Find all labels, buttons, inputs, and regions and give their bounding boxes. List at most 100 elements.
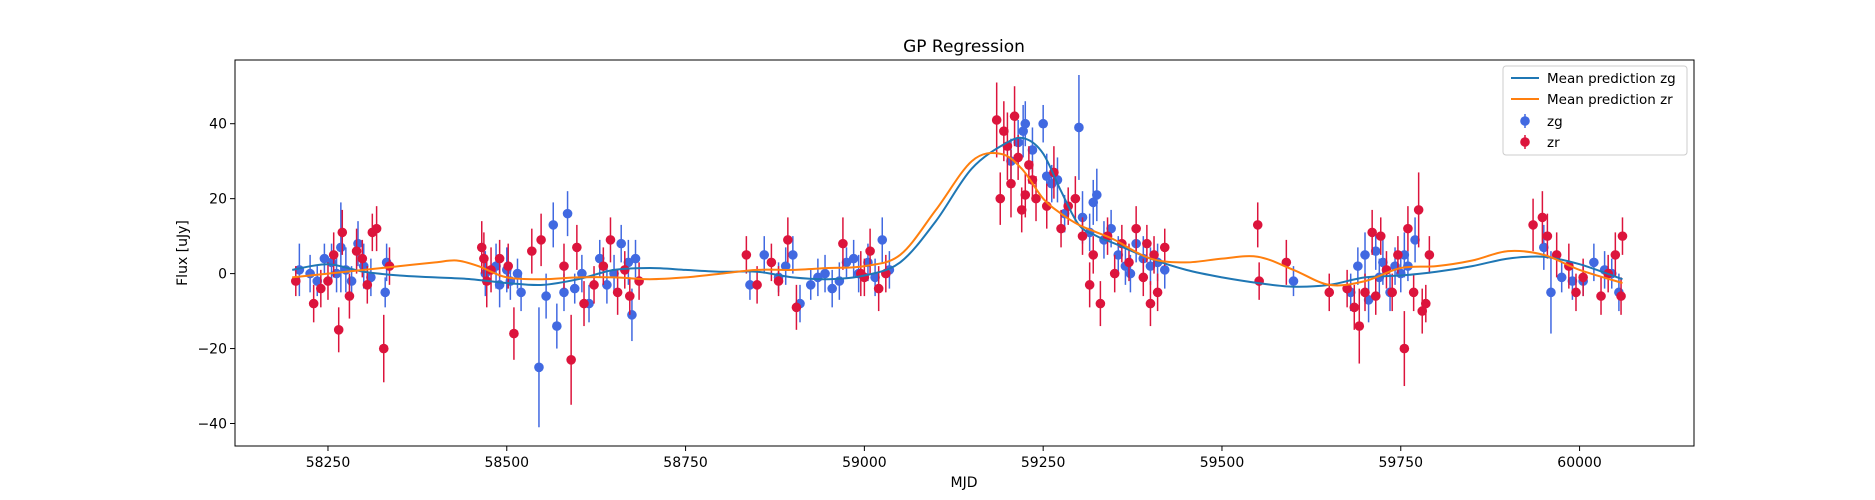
data-point-zr [1424,250,1435,260]
x-tick-label: 58750 [663,455,708,471]
data-point-zr [323,276,333,286]
data-point-zr [476,242,487,253]
data-point-zg [848,253,859,264]
data-point-zg [623,257,634,268]
data-point-zr [1142,238,1152,249]
y-axis: −40 −20 0 20 40 [197,117,235,433]
data-point-zr [1387,287,1397,298]
data-point-zg [1038,118,1048,129]
data-point-zr [316,283,326,294]
data-point-zr [1084,280,1095,290]
x-axis-title: MJD [951,475,978,491]
data-point-zr [527,246,537,256]
data-point-zr [494,253,505,264]
data-point-zg [780,261,791,271]
data-point-zr [371,223,382,234]
data-point-zr [1124,257,1134,268]
data-point-zr [384,261,395,271]
data-point-zr [619,265,630,275]
data-point-zg [745,280,755,290]
data-point-zr [1571,287,1581,298]
data-point-zr [773,276,784,286]
data-point-zr [357,253,368,264]
data-point-zr [1393,250,1403,260]
data-point-zr [1077,231,1088,241]
x-tick-label: 59000 [842,455,887,471]
data-point-zg [1145,261,1156,271]
data-point-zg [805,280,816,290]
data-point-zr [1006,178,1016,189]
chart-title: GP Regression [903,37,1025,57]
data-point-zr [328,250,339,260]
data-point-zr [536,235,546,245]
data-point-zr [290,276,301,286]
data-point-zg [1020,118,1031,129]
data-point-zr [308,298,319,309]
data-point-zr [1324,287,1335,298]
data-point-zr [1095,298,1106,309]
data-point-zr [1408,287,1419,298]
data-point-zr [1131,223,1141,234]
data-point-zr [1596,291,1606,301]
x-tick-label: 59500 [1200,455,1245,471]
data-point-zg [534,362,544,373]
data-point-zr [589,280,599,290]
data-point-zr [1610,250,1621,260]
data-point-zg [877,235,888,245]
legend-label: zr [1547,135,1560,151]
data-point-zg [1378,257,1388,268]
data-point-zg [841,257,852,268]
data-point-zr [503,261,514,271]
plot-background [235,60,1694,446]
x-axis: 58250 58500 58750 59000 59250 59500 59750 60000 [306,446,1602,471]
data-point-zr [791,302,802,313]
data-point-zg [552,321,562,331]
data-point-zg [1410,235,1420,245]
data-point-zr [572,242,582,253]
data-point-zr [1024,160,1034,170]
data-point-zg [541,291,551,301]
data-point-zg [319,253,330,264]
data-point-zr [509,328,519,339]
data-point-zr [1616,291,1626,301]
data-point-zg [559,287,569,298]
y-tick-label: 40 [209,117,227,133]
data-point-zr [873,283,884,294]
data-point-zg [562,208,573,219]
data-point-zr [1617,231,1628,241]
data-point-zg [548,220,559,230]
data-point-zg [380,287,390,298]
data-point-zr [337,227,348,238]
data-point-zr [995,193,1006,204]
data-point-zr [333,325,344,335]
data-point-zg [1546,287,1556,298]
data-point-zr [579,298,589,309]
data-point-zr [865,246,875,256]
data-point-zg [616,238,627,249]
data-point-zg [569,283,580,294]
x-tick-label: 58500 [485,455,530,471]
data-point-zg [870,272,880,283]
data-point-zr [566,355,576,365]
data-point-zr [362,280,373,290]
data-point-zg [336,242,346,253]
legend-box [1502,65,1688,156]
data-point-zr [605,235,616,245]
data-point-zg [594,253,605,264]
data-point-zg [1041,171,1052,181]
data-point-zg [366,272,376,283]
data-point-zr [1016,205,1027,215]
data-point-zr [1138,272,1149,283]
data-point-zr [1413,205,1424,215]
data-point-zr [1020,190,1031,200]
data-point-zg [1360,250,1370,260]
data-point-zg [353,238,363,249]
data-point-zg [577,268,587,279]
x-tick-label: 59750 [1378,455,1423,471]
data-point-zr [838,238,848,249]
data-point-zg [1539,242,1549,253]
data-point-zr [1354,321,1365,331]
plot-frame [234,59,1695,447]
data-point-zr [752,280,762,290]
